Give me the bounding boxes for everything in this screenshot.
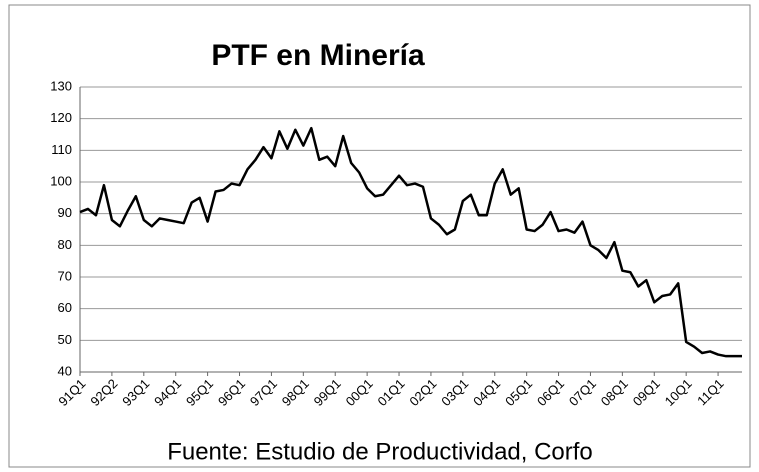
y-tick-label: 100 bbox=[50, 173, 72, 188]
y-tick-label: 70 bbox=[58, 268, 72, 283]
chart-border bbox=[8, 4, 751, 468]
y-tick-label: 50 bbox=[58, 332, 72, 347]
source-note: Fuente: Estudio de Productividad, Corfo bbox=[167, 438, 593, 465]
y-tick-label: 90 bbox=[58, 205, 72, 220]
y-tick-label: 80 bbox=[58, 237, 72, 252]
chart-title: PTF en Minería bbox=[211, 39, 425, 72]
y-tick-label: 110 bbox=[51, 142, 72, 157]
y-tick-label: 130 bbox=[50, 78, 72, 93]
y-tick-label: 60 bbox=[58, 300, 72, 315]
y-tick-label: 120 bbox=[50, 110, 72, 125]
data-line bbox=[79, 126, 742, 358]
title-backdrop bbox=[170, 35, 470, 79]
y-tick-label: 40 bbox=[58, 363, 72, 378]
